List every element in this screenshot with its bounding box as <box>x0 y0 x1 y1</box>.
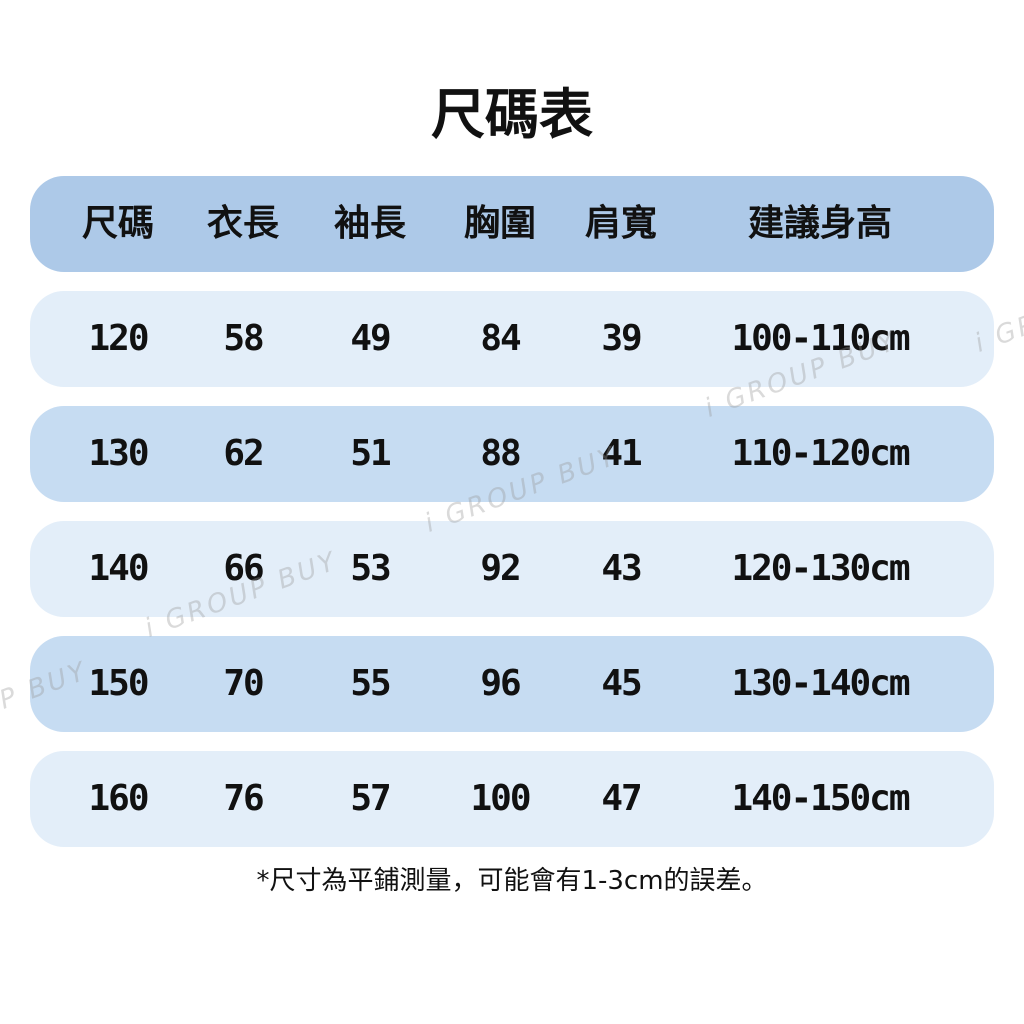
table-cell: 49 <box>350 318 391 359</box>
table-cell: 76 <box>223 778 264 819</box>
table-cell: 39 <box>601 318 642 359</box>
header-size: 尺碼 <box>81 203 155 244</box>
measurement-note: *尺寸為平鋪測量，可能會有1-3cm的誤差。 <box>256 866 768 896</box>
table-row: 140 66 53 92 43 120-130cm <box>30 521 994 617</box>
table-cell: 140-150cm <box>731 778 910 819</box>
table-cell: 45 <box>601 663 642 704</box>
header-length: 衣長 <box>206 203 280 244</box>
table-cell: 120 <box>88 318 149 359</box>
header-shoulder: 肩寬 <box>584 203 658 244</box>
table-row: 120 58 49 84 39 100-110cm <box>30 291 994 387</box>
table-cell: 88 <box>480 433 521 474</box>
table-cell: 130 <box>88 433 149 474</box>
table-cell: 150 <box>88 663 149 704</box>
table-cell: 130-140cm <box>731 663 910 704</box>
table-row: 160 76 57 100 47 140-150cm <box>30 751 994 847</box>
table-cell: 66 <box>223 548 264 589</box>
table-cell: 43 <box>601 548 642 589</box>
table-header: 尺碼 衣長 袖長 胸圍 肩寬 建議身高 <box>30 176 994 272</box>
table-cell: 160 <box>88 778 149 819</box>
table-cell: 140 <box>88 548 149 589</box>
table-cell: 53 <box>350 548 391 589</box>
table-cell: 92 <box>480 548 521 589</box>
table-row: 150 70 55 96 45 130-140cm <box>30 636 994 732</box>
table-cell: 110-120cm <box>731 433 910 474</box>
table-cell: 62 <box>223 433 264 474</box>
table-cell: 47 <box>601 778 642 819</box>
table-cell: 55 <box>350 663 391 704</box>
table-cell: 84 <box>480 318 521 359</box>
table-row: 130 62 51 88 41 110-120cm <box>30 406 994 502</box>
table-cell: 51 <box>350 433 391 474</box>
table-cell: 70 <box>223 663 264 704</box>
table-cell: 58 <box>223 318 264 359</box>
table-cell: 100-110cm <box>731 318 910 359</box>
header-height: 建議身高 <box>747 203 893 244</box>
page-title: 尺碼表 <box>431 83 593 146</box>
table-cell: 96 <box>480 663 521 704</box>
table-cell: 41 <box>601 433 642 474</box>
table-cell: 120-130cm <box>731 548 910 589</box>
table-cell: 100 <box>470 778 531 819</box>
header-sleeve: 袖長 <box>333 203 407 244</box>
header-chest: 胸圍 <box>463 203 537 244</box>
table-cell: 57 <box>350 778 391 819</box>
